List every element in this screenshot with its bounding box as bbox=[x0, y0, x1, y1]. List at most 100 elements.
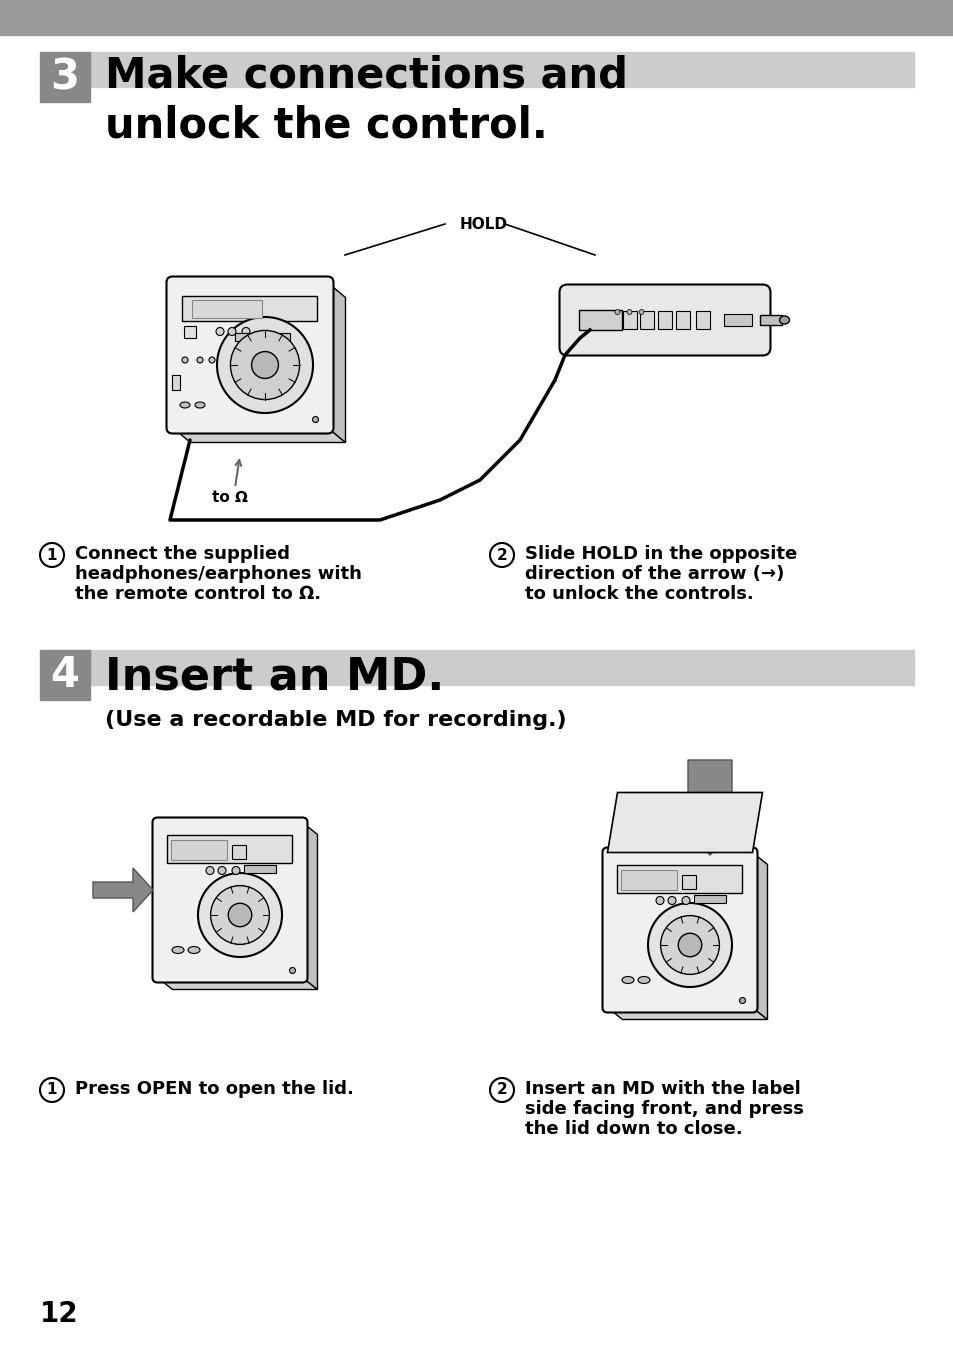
Polygon shape bbox=[327, 282, 345, 443]
Polygon shape bbox=[92, 868, 152, 912]
Text: the lid down to close.: the lid down to close. bbox=[524, 1120, 741, 1138]
Bar bbox=[676, 311, 689, 330]
Bar bbox=[760, 315, 781, 325]
Text: to Ω: to Ω bbox=[212, 490, 248, 504]
Bar bbox=[578, 309, 621, 330]
Polygon shape bbox=[172, 428, 345, 443]
Circle shape bbox=[626, 309, 631, 315]
Text: side facing front, and press: side facing front, and press bbox=[524, 1100, 803, 1118]
Text: Connect the supplied: Connect the supplied bbox=[75, 545, 290, 564]
Ellipse shape bbox=[621, 976, 634, 983]
Polygon shape bbox=[157, 978, 317, 990]
Circle shape bbox=[659, 916, 719, 974]
Bar bbox=[40, 650, 90, 699]
Circle shape bbox=[490, 543, 514, 568]
Bar bbox=[617, 865, 741, 893]
Bar bbox=[232, 845, 245, 858]
Polygon shape bbox=[752, 853, 767, 1020]
Bar bbox=[168, 834, 293, 862]
Text: 2: 2 bbox=[497, 547, 507, 562]
FancyBboxPatch shape bbox=[558, 285, 770, 355]
Bar bbox=[193, 300, 262, 317]
Circle shape bbox=[242, 327, 250, 335]
Ellipse shape bbox=[638, 976, 649, 983]
Text: 12: 12 bbox=[40, 1301, 78, 1328]
Circle shape bbox=[206, 866, 213, 874]
Circle shape bbox=[198, 873, 282, 958]
Bar bbox=[244, 865, 275, 873]
Circle shape bbox=[196, 356, 203, 363]
Circle shape bbox=[678, 933, 701, 956]
Bar bbox=[172, 375, 180, 390]
Circle shape bbox=[313, 417, 318, 422]
Bar bbox=[693, 894, 725, 902]
Bar bbox=[620, 869, 676, 889]
Text: (Use a recordable MD for recording.): (Use a recordable MD for recording.) bbox=[105, 710, 566, 730]
Text: the remote control to Ω.: the remote control to Ω. bbox=[75, 585, 321, 603]
Bar bbox=[90, 650, 913, 685]
Bar bbox=[234, 332, 290, 340]
Circle shape bbox=[681, 897, 689, 904]
Text: Slide HOLD in the opposite: Slide HOLD in the opposite bbox=[524, 545, 797, 564]
Text: Insert an MD with the label: Insert an MD with the label bbox=[524, 1080, 800, 1098]
Circle shape bbox=[739, 998, 744, 1003]
Bar bbox=[680, 874, 695, 889]
Text: to unlock the controls.: to unlock the controls. bbox=[524, 585, 753, 603]
Circle shape bbox=[252, 351, 278, 378]
Text: 3: 3 bbox=[51, 56, 79, 98]
Circle shape bbox=[228, 327, 235, 335]
FancyBboxPatch shape bbox=[152, 818, 307, 982]
Circle shape bbox=[182, 356, 188, 363]
Polygon shape bbox=[302, 823, 317, 990]
Circle shape bbox=[215, 327, 224, 335]
Circle shape bbox=[216, 317, 313, 413]
Ellipse shape bbox=[779, 316, 789, 324]
Bar bbox=[723, 313, 752, 325]
Text: unlock the control.: unlock the control. bbox=[105, 105, 547, 147]
Bar bbox=[40, 52, 90, 102]
Ellipse shape bbox=[194, 402, 205, 408]
Polygon shape bbox=[607, 1007, 767, 1020]
Circle shape bbox=[40, 1077, 64, 1102]
Circle shape bbox=[615, 309, 619, 315]
Bar bbox=[184, 325, 196, 338]
Text: HOLD: HOLD bbox=[459, 217, 507, 231]
Text: headphones/earphones with: headphones/earphones with bbox=[75, 565, 361, 582]
FancyBboxPatch shape bbox=[167, 277, 334, 433]
Ellipse shape bbox=[172, 947, 184, 954]
Polygon shape bbox=[607, 792, 761, 853]
Circle shape bbox=[289, 967, 295, 974]
Text: Insert an MD.: Insert an MD. bbox=[105, 655, 444, 698]
Circle shape bbox=[218, 866, 226, 874]
Bar bbox=[639, 311, 654, 330]
Ellipse shape bbox=[188, 947, 200, 954]
Text: Press OPEN to open the lid.: Press OPEN to open the lid. bbox=[75, 1080, 354, 1098]
Text: 1: 1 bbox=[47, 1083, 57, 1098]
Circle shape bbox=[490, 1077, 514, 1102]
Bar bbox=[696, 311, 709, 330]
Polygon shape bbox=[667, 760, 751, 855]
Bar bbox=[172, 839, 227, 859]
Bar bbox=[182, 296, 317, 320]
Circle shape bbox=[232, 866, 240, 874]
Text: 1: 1 bbox=[47, 547, 57, 562]
Circle shape bbox=[647, 902, 731, 987]
Circle shape bbox=[656, 897, 663, 904]
Ellipse shape bbox=[180, 402, 190, 408]
Text: 2: 2 bbox=[497, 1083, 507, 1098]
Circle shape bbox=[40, 543, 64, 568]
Circle shape bbox=[667, 897, 676, 904]
Bar bbox=[658, 311, 671, 330]
Text: Make connections and: Make connections and bbox=[105, 55, 627, 97]
FancyBboxPatch shape bbox=[602, 847, 757, 1013]
Bar bbox=[622, 311, 637, 330]
Circle shape bbox=[209, 356, 214, 363]
Bar bbox=[90, 52, 913, 87]
Circle shape bbox=[639, 309, 643, 315]
Circle shape bbox=[231, 331, 299, 399]
Text: 4: 4 bbox=[51, 654, 79, 695]
Circle shape bbox=[211, 885, 269, 944]
Bar bbox=[0, 0, 953, 35]
Text: direction of the arrow (→): direction of the arrow (→) bbox=[524, 565, 783, 582]
Circle shape bbox=[228, 904, 252, 927]
